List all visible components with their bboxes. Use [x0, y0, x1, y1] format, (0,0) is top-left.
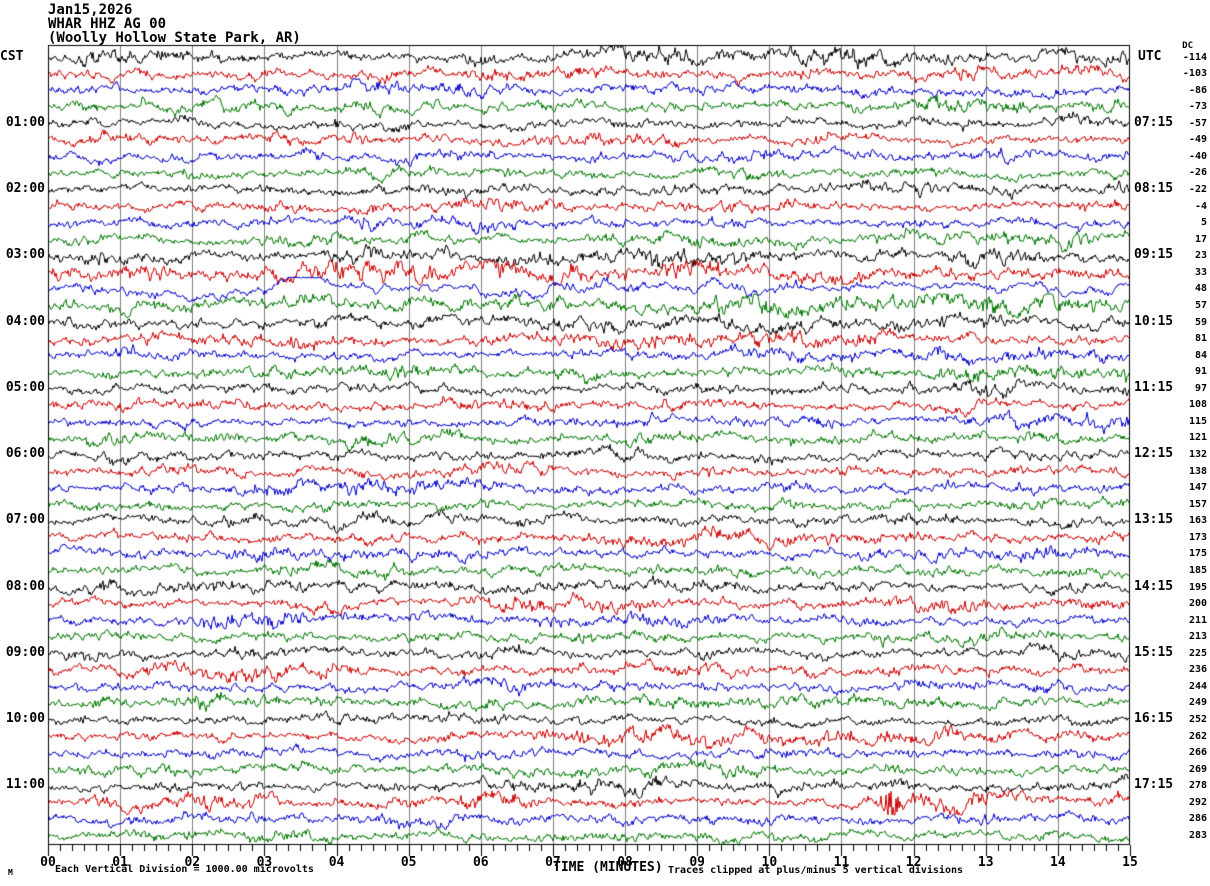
minute-tick-label: 04	[328, 855, 345, 870]
dc-offset-value: -57	[1188, 117, 1207, 129]
cst-hour-label: 01:00	[5, 114, 45, 130]
utc-timezone-label: UTC	[1138, 49, 1162, 64]
minute-tick-label: 01	[112, 855, 128, 870]
cst-hour-label: 07:00	[5, 512, 45, 528]
dc-offset-value: 81	[1194, 333, 1207, 345]
dc-offset-value: 84	[1194, 349, 1207, 361]
minute-tick-label: 07	[545, 855, 561, 870]
dc-offset-value: 286	[1188, 813, 1207, 825]
dc-offset-header: DC	[1182, 41, 1193, 51]
dc-offset-value: 59	[1194, 316, 1207, 328]
clip-note: Traces clipped at plus/minus 5 vertical …	[668, 865, 964, 876]
dc-offset-value: 249	[1188, 697, 1207, 709]
dc-offset-value: -73	[1188, 101, 1207, 113]
minute-tick-label: 13	[977, 855, 994, 870]
dc-offset-value: 121	[1188, 432, 1207, 444]
dc-offset-value: 132	[1188, 449, 1207, 461]
dc-offset-value: 236	[1188, 664, 1207, 676]
dc-offset-value: 211	[1188, 614, 1207, 626]
cst-hour-label: 04:00	[5, 313, 45, 329]
dc-offset-value: 173	[1188, 531, 1207, 543]
minute-tick-label: 03	[256, 855, 273, 870]
dc-offset-value: 91	[1194, 366, 1207, 378]
dc-offset-value: 278	[1188, 780, 1207, 792]
utc-hour-label: 14:15	[1134, 578, 1174, 594]
cst-timezone-label: CST	[0, 49, 24, 64]
scale-note: Each Vertical Division = 1000.00 microvo…	[55, 864, 314, 875]
dc-offset-value: 200	[1188, 598, 1207, 610]
dc-offset-value: 23	[1194, 250, 1207, 262]
dc-offset-value: 57	[1194, 299, 1207, 311]
dc-offset-value: 33	[1194, 266, 1207, 278]
dc-offset-value: 97	[1194, 382, 1207, 394]
minute-tick-label: 00	[40, 855, 56, 870]
cst-hour-label: 09:00	[5, 644, 45, 660]
utc-hour-label: 11:15	[1134, 379, 1174, 395]
title-location: (Woolly Hollow State Park, AR)	[48, 30, 301, 46]
title-station: WHAR HHZ AG 00	[48, 16, 167, 32]
dc-offset-value: -4	[1194, 200, 1207, 212]
dc-offset-value: -22	[1188, 184, 1207, 195]
dc-offset-value: 138	[1188, 465, 1207, 477]
dc-offset-value: 292	[1188, 796, 1207, 808]
dc-offset-value: 108	[1188, 399, 1207, 411]
dc-offset-value: 283	[1188, 830, 1207, 841]
dc-offset-value: -114	[1182, 51, 1207, 63]
dc-offset-value: -49	[1188, 134, 1207, 146]
minute-tick-label: 06	[472, 855, 489, 870]
dc-offset-value: 147	[1188, 482, 1207, 494]
dc-offset-value: -26	[1188, 167, 1207, 179]
utc-hour-label: 13:15	[1134, 512, 1174, 528]
dc-offset-value: 225	[1188, 647, 1207, 659]
dc-offset-value: 175	[1188, 548, 1207, 560]
dc-offset-value: 266	[1188, 747, 1207, 759]
utc-hour-label: 16:15	[1134, 711, 1174, 727]
dc-offset-value: 5	[1200, 217, 1207, 229]
dc-offset-value: 262	[1188, 730, 1207, 742]
dc-offset-value: 269	[1188, 763, 1207, 775]
cst-hour-label: 03:00	[5, 247, 45, 263]
dc-offset-value: 252	[1188, 714, 1207, 726]
minute-tick-label: 12	[905, 855, 922, 870]
minute-tick-label: 02	[184, 855, 201, 870]
utc-hour-label: 17:15	[1134, 777, 1174, 793]
dc-offset-value: 157	[1188, 498, 1207, 510]
dc-offset-value: 17	[1194, 233, 1207, 245]
utc-hour-label: 07:15	[1134, 114, 1174, 130]
cst-hour-label: 11:00	[5, 777, 45, 793]
utc-hour-label: 12:15	[1134, 446, 1174, 462]
cst-hour-label: 02:00	[5, 181, 45, 196]
minute-tick-label: 08	[617, 855, 633, 870]
cst-hour-label: 08:00	[5, 578, 45, 594]
dc-offset-value: 163	[1188, 515, 1207, 527]
minute-tick-label: 14	[1050, 855, 1066, 870]
dc-offset-value: 185	[1188, 564, 1207, 576]
dc-offset-value: 48	[1194, 283, 1207, 295]
dc-offset-value: 244	[1188, 680, 1207, 692]
cst-hour-label: 05:00	[5, 379, 45, 395]
dc-offset-value: -103	[1182, 68, 1207, 80]
title-date: Jan15,2026	[48, 2, 133, 18]
utc-hour-label: 09:15	[1134, 247, 1174, 263]
watermark: M	[8, 868, 13, 877]
cst-hour-label: 06:00	[5, 446, 45, 462]
dc-offset-value: -40	[1188, 150, 1207, 162]
cst-hour-label: 10:00	[5, 711, 45, 727]
utc-hour-label: 15:15	[1134, 644, 1174, 660]
dc-offset-value: 115	[1188, 415, 1207, 427]
dc-offset-value: 195	[1188, 581, 1207, 593]
time-axis-label: TIME (MINUTES)	[553, 860, 663, 875]
dc-offset-value: 213	[1188, 631, 1207, 643]
minute-tick-label: 11	[833, 855, 850, 870]
minute-tick-label: 05	[400, 855, 417, 870]
utc-hour-label: 08:15	[1134, 181, 1174, 196]
dc-offset-value: -86	[1188, 84, 1207, 96]
minute-tick-label: 10	[761, 855, 778, 870]
utc-hour-label: 10:15	[1134, 313, 1174, 329]
minute-tick-label: 15	[1122, 855, 1138, 870]
minute-tick-label: 09	[689, 855, 706, 870]
